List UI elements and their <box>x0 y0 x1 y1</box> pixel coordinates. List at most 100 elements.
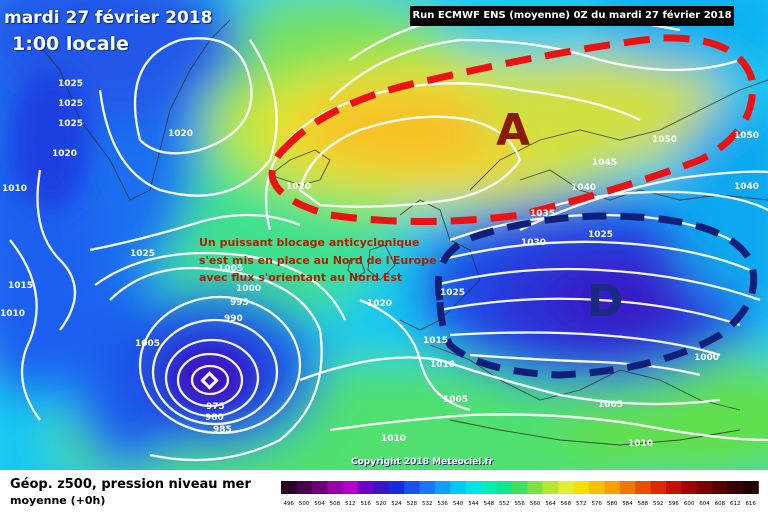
annotation-line: s'est mis en place au Nord de l'Europe <box>199 253 437 267</box>
legend-title: Géop. z500, pression niveau mer <box>10 477 251 492</box>
isobar-label: 1030 <box>521 238 546 248</box>
color-scale-tick: 560 <box>530 501 541 507</box>
color-scale-swatch <box>542 481 559 494</box>
annotation-text: Un puissant blocage anticyclonique s'est… <box>199 234 469 287</box>
color-scale-swatch <box>481 481 497 494</box>
isobar-label: 1025 <box>58 119 83 129</box>
isobar-label: 1015 <box>8 281 33 291</box>
isobar-label: 1015 <box>423 336 448 346</box>
isobar-label: 975 <box>206 402 225 412</box>
anticyclone-outline <box>268 34 757 225</box>
coastlines <box>34 19 768 446</box>
color-scale-tick: 524 <box>391 501 402 507</box>
map-date: mardi 27 février 2018 <box>4 8 213 28</box>
annotation-line: Un puissant blocage anticyclonique <box>199 236 420 249</box>
color-scale-tick: 596 <box>668 501 679 507</box>
color-scale-tick: 500 <box>299 501 310 507</box>
isobar-label: 985 <box>213 425 232 435</box>
color-scale-tick: 516 <box>360 501 371 507</box>
color-scale-swatch <box>635 481 651 494</box>
color-scale-tick: 536 <box>437 501 448 507</box>
color-scale-tick: 584 <box>622 501 633 507</box>
color-scale-swatch <box>450 481 467 494</box>
isobar-label: 1005 <box>443 395 468 405</box>
color-scale-swatch <box>558 481 574 494</box>
color-scale-swatch <box>712 481 728 494</box>
legend-subtitle: moyenne (+0h) <box>10 494 106 507</box>
isobar-label: 1020 <box>367 299 392 309</box>
isobar-label: 980 <box>205 413 224 423</box>
color-scale-tick: 608 <box>715 501 726 507</box>
color-scale-swatch <box>727 481 744 494</box>
isobar-label: 1050 <box>652 135 677 145</box>
color-scale-swatch <box>743 481 759 494</box>
isobar-label: 1025 <box>588 230 613 240</box>
isobar-label: 1000 <box>694 353 719 363</box>
color-scale-tick: 552 <box>499 501 510 507</box>
color-scale-swatch <box>666 481 682 494</box>
isobar-label: 1020 <box>52 149 77 159</box>
isobar-label: 1010 <box>430 360 455 370</box>
color-scale-swatch <box>311 481 328 494</box>
isobar-label: 995 <box>230 298 249 308</box>
isobar-label: 1050 <box>734 131 759 141</box>
isobar-label: 1040 <box>571 183 596 193</box>
isobar-label: 1025 <box>58 99 83 109</box>
weather-map: A D 1025 1025 1025 1020 1020 1020 1010 1025 1015… <box>0 0 768 470</box>
color-scale-tick: 508 <box>330 501 341 507</box>
isobar-label: 1045 <box>592 158 617 168</box>
color-scale-swatch <box>296 481 313 494</box>
color-scale-swatch <box>496 481 513 494</box>
color-scale-tick: 544 <box>468 501 479 507</box>
isobar-label: 1025 <box>58 79 83 89</box>
color-scale: 496 500 504 508 512 516 520 524 528 532 536 540 544 5… <box>281 481 759 507</box>
color-scale-tick: 600 <box>684 501 695 507</box>
isobar-label: 1035 <box>530 209 555 219</box>
color-scale-swatch <box>604 481 621 494</box>
color-scale-swatch <box>435 481 451 494</box>
color-scale-tick: 612 <box>730 501 741 507</box>
isobar-labels: 1025 1025 1025 1020 1020 1020 1010 1025 1015 1010… <box>0 79 759 449</box>
color-scale-swatch <box>650 481 667 494</box>
color-scale-tick: 576 <box>591 501 602 507</box>
color-scale-tick: 548 <box>484 501 495 507</box>
color-scale-tick: 540 <box>453 501 464 507</box>
color-scale-tick: 568 <box>561 501 572 507</box>
color-scale-tick: 604 <box>699 501 710 507</box>
color-scale-tick: 616 <box>745 501 756 507</box>
low-center-marker <box>200 371 219 390</box>
run-banner: Run ECMWF ENS (moyenne) 0Z du mardi 27 f… <box>410 6 734 26</box>
color-scale-tick: 520 <box>376 501 387 507</box>
color-scale-swatch <box>573 481 590 494</box>
color-scale-tick: 496 <box>283 501 294 507</box>
color-scale-swatch <box>465 481 482 494</box>
color-scale-tick: 592 <box>653 501 664 507</box>
isobar-label: 1010 <box>2 184 27 194</box>
color-scale-swatch <box>681 481 698 494</box>
color-scale-tick: 528 <box>407 501 418 507</box>
isobar-label: 1010 <box>381 434 406 444</box>
isobar-label: 1040 <box>734 182 759 192</box>
color-scale-tick: 512 <box>345 501 356 507</box>
color-scale-swatch <box>327 481 343 494</box>
isobar-label: 1005 <box>218 264 243 274</box>
isobar-label: 1010 <box>628 439 653 449</box>
isobar-label: 990 <box>224 314 243 324</box>
color-scale-swatch <box>512 481 528 494</box>
color-scale-swatch <box>619 481 636 494</box>
map-time: 1:00 locale <box>12 33 129 55</box>
color-scale-swatch <box>589 481 605 494</box>
color-scale-swatch <box>388 481 405 494</box>
color-scale-swatch <box>696 481 713 494</box>
color-scale-tick: 504 <box>314 501 325 507</box>
isobar-label: 1005 <box>135 339 160 349</box>
isobar-label: 1025 <box>440 288 465 298</box>
color-scale-tick: 572 <box>576 501 587 507</box>
color-scale-tick: 564 <box>545 501 556 507</box>
color-scale-swatch <box>419 481 436 494</box>
depression-outline <box>434 212 758 379</box>
color-scale-tick: 588 <box>638 501 649 507</box>
color-scale-swatch <box>404 481 420 494</box>
color-scale-tick: 556 <box>514 501 525 507</box>
color-scale-swatch <box>358 481 374 494</box>
